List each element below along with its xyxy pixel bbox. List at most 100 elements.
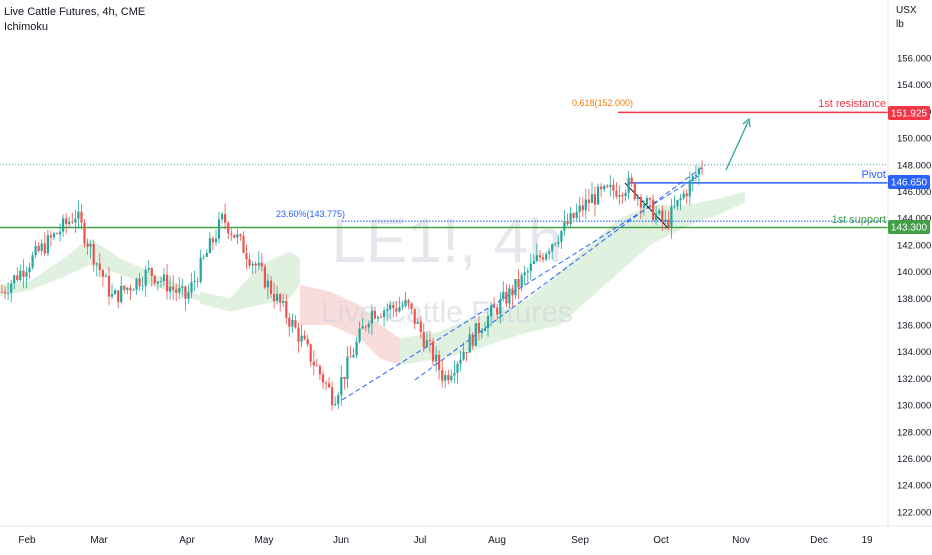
x-tick-label: Apr [179,535,195,546]
candle-body [40,243,43,251]
candle-body [104,275,107,277]
candle-body [587,199,590,203]
candle-body [156,281,159,284]
candle-body [661,210,664,222]
candle-body [260,262,263,267]
y-tick-label: 132.000 [897,374,931,385]
resistance-label: 1st resistance [818,98,886,110]
candle-body [279,294,282,303]
candle-body [46,235,49,254]
cloud-segment [300,284,400,366]
candle-body [554,243,557,245]
y-tick-label: 128.000 [897,427,931,438]
candle-body [569,213,572,225]
candle-body [77,211,80,219]
candle-body [600,186,603,190]
candle-body [352,355,355,358]
candle-body [477,323,480,334]
candle-body [196,281,199,282]
candle-body [358,328,361,342]
candle-body [627,177,630,193]
candle-body [315,365,318,367]
candle-body [621,194,624,197]
candle-body [242,235,245,253]
candle-body [367,323,370,328]
candle-body [435,354,438,362]
x-tick-label: Dec [810,535,828,546]
candles [0,160,704,411]
candle-body [584,199,587,211]
candle-body [288,317,291,327]
candle-body [217,219,221,239]
trend-line-break [624,182,669,229]
candle-body [74,218,77,223]
candle-body [655,213,658,220]
resistance-price-value: 151.925 [891,109,928,120]
support-price-tag: 143.300 [888,220,930,234]
candle-body [147,268,150,270]
candle-body [153,276,156,284]
candle-body [667,219,670,228]
price-axis: 156.000154.000152.000150.000148.000146.0… [887,0,931,526]
candle-body [395,308,398,312]
candle-body [563,221,566,231]
candle-body [456,363,459,373]
candle-body [123,285,126,290]
candle-body [349,356,352,358]
candle-body [65,218,68,224]
candle-body [648,198,652,200]
candle-body [208,238,211,253]
candle-body [92,243,95,265]
candle-body [159,281,163,282]
x-tick-label: Nov [732,535,750,546]
candle-body [373,310,376,319]
candle-body [221,214,224,220]
candle-body [233,234,236,238]
candle-body [187,292,190,299]
candle-body [450,375,453,380]
candle-body [642,204,645,208]
x-tick-label: Sep [571,535,589,546]
y-tick-label: 156.000 [897,54,931,65]
candle-body [597,186,600,205]
candle-body [312,361,315,366]
candle-body [700,168,704,170]
candle-body [529,263,532,272]
candle-body [471,334,474,346]
candle-body [548,251,551,254]
candle-body [383,310,386,317]
candle-body [328,383,331,388]
y-tick-label: 154.000 [897,80,931,91]
candle-body [266,280,269,288]
candle-body [19,270,22,280]
candle-body [334,403,337,406]
x-tick-label: Mar [90,535,108,546]
x-tick-label: Aug [488,535,506,546]
candle-body [581,205,584,211]
x-tick-label: 19 [861,535,873,546]
y-tick-label: 136.000 [897,321,931,332]
candle-body [560,230,563,242]
candle-body [370,310,373,324]
pivot-price-tag: 146.650 [888,175,930,189]
candle-body [263,266,266,288]
candle-body [523,272,526,276]
candle-body [361,326,364,329]
candle-body [532,261,535,264]
candle-body [83,222,86,244]
y-tick-label: 122.000 [897,507,931,518]
candle-body [685,193,688,197]
candle-body [639,197,642,208]
candle-body [514,279,517,296]
candle-body [101,270,104,277]
candle-body [276,294,279,301]
candle-body [422,332,425,348]
candle-body [606,185,609,187]
y-tick-label: 126.000 [897,454,931,465]
candle-body [114,290,117,295]
candle-body [557,241,560,244]
candle-body [126,287,129,290]
cloud-segment [0,238,200,301]
